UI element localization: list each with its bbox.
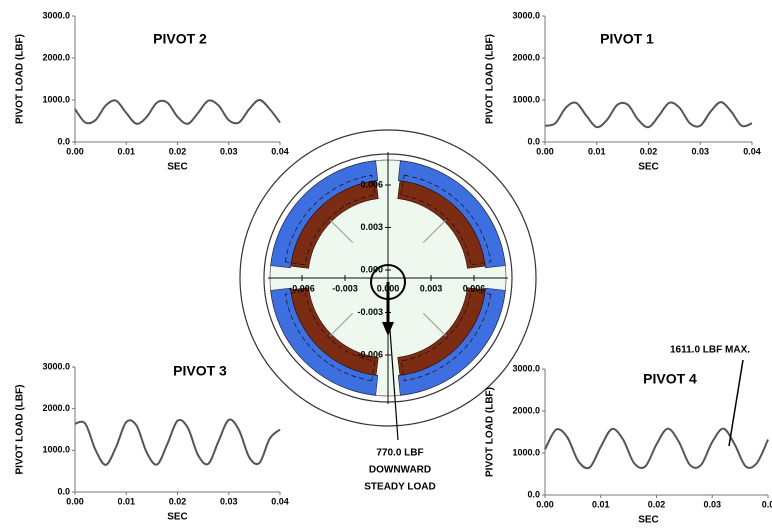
- y-tick-label: -0.003: [357, 307, 383, 317]
- y-tick-label: 1000.0: [42, 94, 70, 104]
- x-tick-label: 0.0: [762, 499, 772, 509]
- load-label: 770.0 LBF: [376, 448, 423, 459]
- y-axis-label: PIVOT LOAD (LBF): [15, 385, 26, 475]
- pivot-load-line: [545, 102, 752, 127]
- y-axis-label: PIVOT LOAD (LBF): [15, 34, 26, 124]
- y-tick-label: 1000.0: [42, 445, 70, 455]
- y-tick-label: 0.0: [527, 489, 540, 499]
- pivot-load-line: [75, 100, 280, 124]
- x-tick-label: 0.01: [117, 496, 135, 506]
- y-tick-label: 0.006: [360, 179, 383, 189]
- x-tick-label: 0.03: [220, 146, 238, 156]
- x-tick-label: 0.04: [271, 146, 289, 156]
- y-tick-label: 0.0: [57, 486, 70, 496]
- x-tick-label: 0.01: [592, 499, 610, 509]
- chart-title: PIVOT 4: [643, 371, 697, 387]
- x-axis-label: SEC: [638, 515, 659, 526]
- page: 0.0060.0030.000-0.003-0.006-0.006-0.0030…: [0, 0, 772, 529]
- y-tick-label: 0.000: [360, 264, 383, 274]
- x-tick-label: 0.04: [743, 146, 761, 156]
- chart-title: PIVOT 3: [173, 363, 227, 379]
- y-tick-label: 3000.0: [42, 361, 70, 371]
- y-tick-label: 1000.0: [512, 94, 540, 104]
- x-tick-label: 0.00: [536, 499, 554, 509]
- x-axis-label: SEC: [167, 512, 188, 523]
- x-tick-label: 0.03: [703, 499, 721, 509]
- y-tick-label: 0.0: [527, 136, 540, 146]
- y-tick-label: 3000.0: [42, 10, 70, 20]
- x-tick-label: -0.006: [289, 283, 315, 293]
- load-label: STEADY LOAD: [364, 482, 436, 493]
- x-tick-label: 0.003: [420, 283, 443, 293]
- load-label: DOWNWARD: [369, 465, 431, 476]
- y-tick-label: 2000.0: [42, 403, 70, 413]
- x-tick-label: 0.00: [536, 146, 554, 156]
- y-tick-label: 0.0: [57, 136, 70, 146]
- x-tick-label: 0.04: [271, 496, 289, 506]
- annotation: 1611.0 LBF MAX.: [670, 345, 750, 356]
- y-tick-label: 3000.0: [512, 363, 540, 373]
- x-tick-label: 0.02: [648, 499, 666, 509]
- y-tick-label: 2000.0: [512, 52, 540, 62]
- x-tick-label: 0.00: [66, 146, 84, 156]
- y-tick-label: 2000.0: [512, 405, 540, 415]
- x-tick-label: 0.01: [588, 146, 606, 156]
- x-tick-label: 0.03: [691, 146, 709, 156]
- x-axis-label: SEC: [638, 162, 659, 173]
- figure: 0.0060.0030.000-0.003-0.006-0.006-0.0030…: [0, 0, 772, 529]
- x-tick-label: 0.01: [117, 146, 135, 156]
- x-tick-label: 0.006: [463, 283, 486, 293]
- pivot-load-line: [75, 420, 280, 465]
- x-tick-label: 0.02: [169, 496, 187, 506]
- y-tick-label: 2000.0: [42, 52, 70, 62]
- y-tick-label: 0.003: [360, 222, 383, 232]
- x-tick-label: 0.00: [66, 496, 84, 506]
- chart-title: PIVOT 1: [600, 31, 654, 47]
- chart-title: PIVOT 2: [153, 31, 207, 47]
- x-tick-label: 0.02: [169, 146, 187, 156]
- pivot-load-line: [545, 429, 768, 469]
- y-tick-label: 1000.0: [512, 447, 540, 457]
- x-axis-label: SEC: [167, 162, 188, 173]
- y-axis-label: PIVOT LOAD (LBF): [485, 34, 496, 124]
- x-tick-label: -0.003: [332, 283, 358, 293]
- y-tick-label: -0.006: [357, 349, 383, 359]
- y-axis-label: PIVOT LOAD (LBF): [485, 387, 496, 477]
- y-tick-label: 3000.0: [512, 10, 540, 20]
- x-tick-label: 0.03: [220, 496, 238, 506]
- x-tick-label: 0.02: [640, 146, 658, 156]
- annotation-leader: [729, 360, 743, 446]
